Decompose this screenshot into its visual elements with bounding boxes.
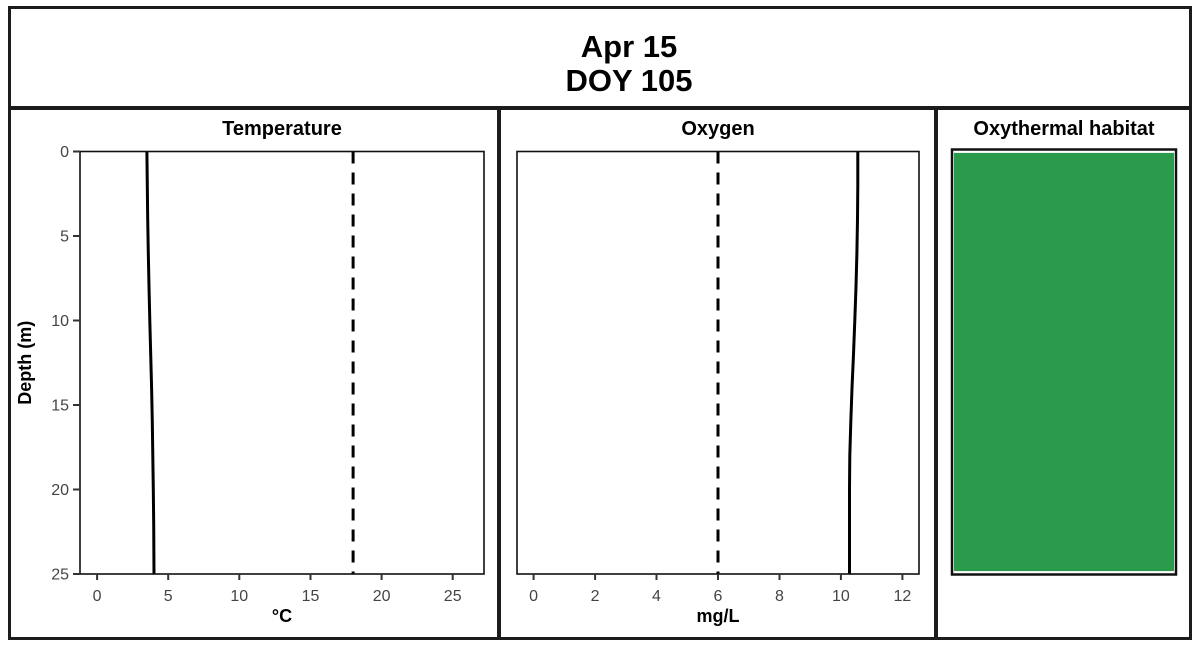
title-band: Apr 15 DOY 105 — [11, 9, 1189, 110]
panel-divider — [497, 110, 501, 637]
figure-title-date: Apr 15 — [580, 28, 678, 64]
figure-border: Apr 15 DOY 105 — [8, 6, 1192, 640]
figure-title: Apr 15 DOY 105 — [566, 18, 693, 98]
figure-title-doy: DOY 105 — [565, 62, 693, 98]
panel-divider — [934, 110, 938, 637]
